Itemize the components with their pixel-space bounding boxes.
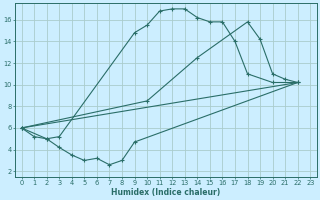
X-axis label: Humidex (Indice chaleur): Humidex (Indice chaleur) — [111, 188, 220, 197]
